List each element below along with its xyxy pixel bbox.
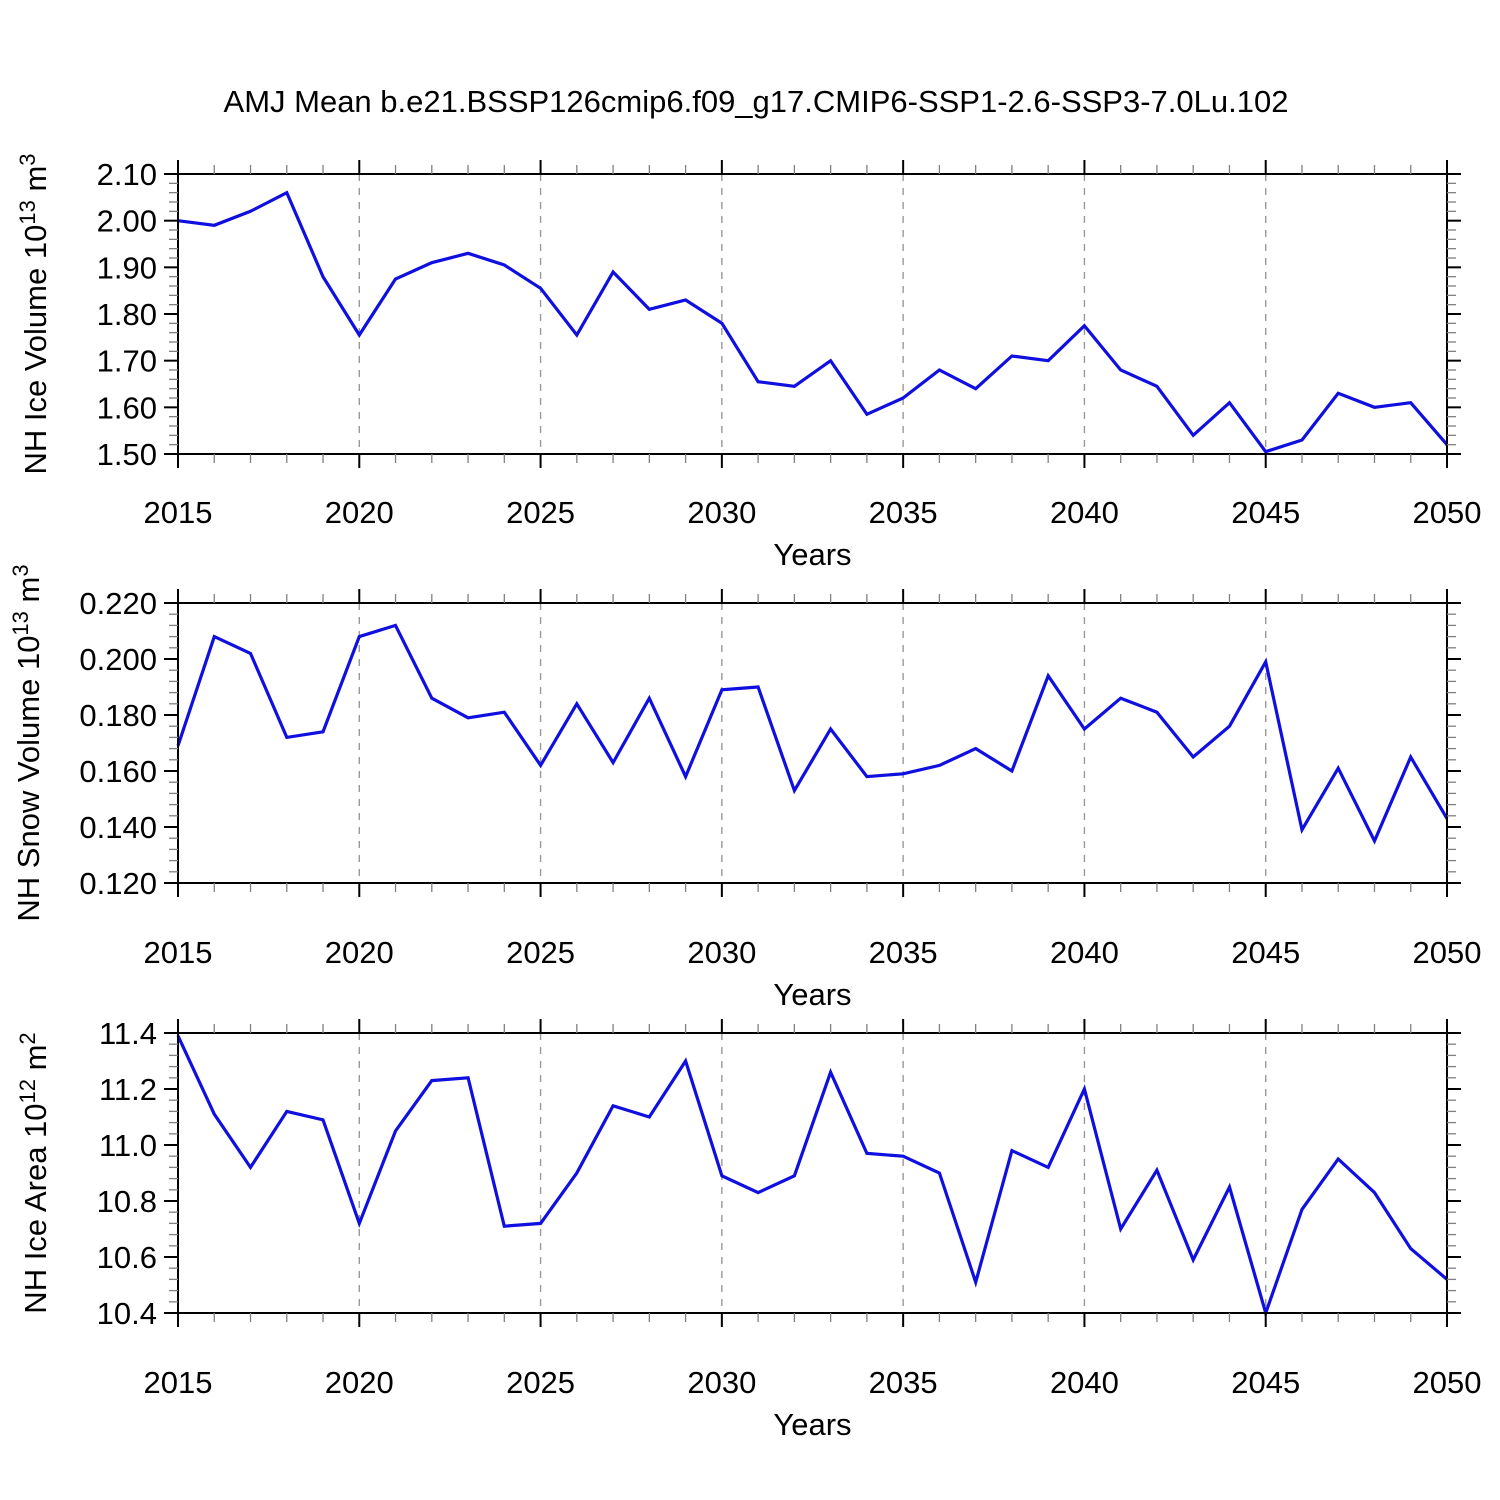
x-tick-label: 2015	[144, 495, 213, 530]
x-tick-label: 2025	[506, 935, 575, 970]
x-tick-label: 2035	[869, 1365, 938, 1400]
y-axis-title: NH Ice Area 1012 m2	[15, 1032, 53, 1313]
x-axis-title: Years	[773, 1407, 851, 1442]
x-tick-label: 2015	[144, 1365, 213, 1400]
x-tick-label: 2020	[325, 1365, 394, 1400]
x-tick-label: 2015	[144, 935, 213, 970]
y-tick-label: 11.2	[99, 1072, 157, 1107]
y-tick-label: 10.6	[97, 1240, 157, 1275]
y-tick-label: 0.200	[79, 642, 157, 677]
data-line-2	[176, 623, 1449, 845]
x-tick-label: 2025	[506, 1365, 575, 1400]
x-tick-label: 2030	[687, 495, 756, 530]
y-tick-label: 2.10	[97, 157, 157, 192]
y-tick-label: 0.220	[79, 586, 157, 621]
x-tick-label: 2020	[325, 935, 394, 970]
y-tick-label: 1.50	[97, 437, 157, 472]
y-tick-label: 0.180	[79, 698, 157, 733]
y-tick-label: 10.8	[97, 1184, 157, 1219]
y-tick-label: 1.60	[97, 390, 157, 425]
x-tick-label: 2020	[325, 495, 394, 530]
panel-3: 2015 2020 2025 2030 2035 2040 2045 2050 10.4 10.6…	[15, 1016, 1481, 1442]
data-line-1	[177, 190, 1449, 454]
x-tick-label: 2050	[1413, 1365, 1482, 1400]
x-tick-label: 2025	[506, 495, 575, 530]
x-tick-label: 2040	[1050, 495, 1119, 530]
x-axis-title: Years	[773, 537, 851, 572]
y-tick-label: 0.140	[79, 810, 157, 845]
y-axis-title: NH Ice Volume 1013 m3	[15, 153, 53, 474]
x-tick-label: 2045	[1231, 1365, 1300, 1400]
y-tick-label: 2.00	[97, 204, 157, 239]
plot-frame	[177, 1032, 1448, 1314]
plot-frame	[177, 602, 1448, 884]
x-tick-label: 2040	[1050, 1365, 1119, 1400]
y-tick-label: 11.4	[99, 1016, 157, 1051]
x-tick-label: 2035	[869, 935, 938, 970]
data-line-3	[176, 1035, 1449, 1319]
x-tick-label: 2045	[1231, 495, 1300, 530]
y-tick-label: 0.120	[79, 866, 157, 901]
y-tick-label: 1.80	[97, 297, 157, 332]
panel-1: 2015 2020 2025 2030 2035 2040 2045 2050 1.50 1.60…	[15, 153, 1481, 572]
panel-2: 2015 2020 2025 2030 2035 2040 2045 2050 0.120 0.1…	[8, 564, 1481, 1012]
chart-title: AMJ Mean b.e21.BSSP126cmip6.f09_g17.CMIP…	[224, 84, 1289, 119]
y-axis-title: NH Snow Volume 1013 m3	[8, 564, 46, 921]
panels-group: 2015 2020 2025 2030 2035 2040 2045 2050 1.50 1.60…	[8, 153, 1481, 1442]
x-tick-label: 2050	[1413, 495, 1482, 530]
x-axis-title: Years	[773, 977, 851, 1012]
x-tick-label: 2030	[687, 935, 756, 970]
y-tick-label: 0.160	[79, 754, 157, 789]
x-tick-label: 2045	[1231, 935, 1300, 970]
y-tick-label: 1.90	[97, 250, 157, 285]
x-tick-label: 2040	[1050, 935, 1119, 970]
y-tick-label: 1.70	[97, 344, 157, 379]
y-tick-label: 11.0	[99, 1128, 157, 1163]
x-tick-label: 2035	[869, 495, 938, 530]
y-tick-label: 10.4	[97, 1296, 157, 1331]
x-tick-label: 2030	[687, 1365, 756, 1400]
x-tick-label: 2050	[1413, 935, 1482, 970]
